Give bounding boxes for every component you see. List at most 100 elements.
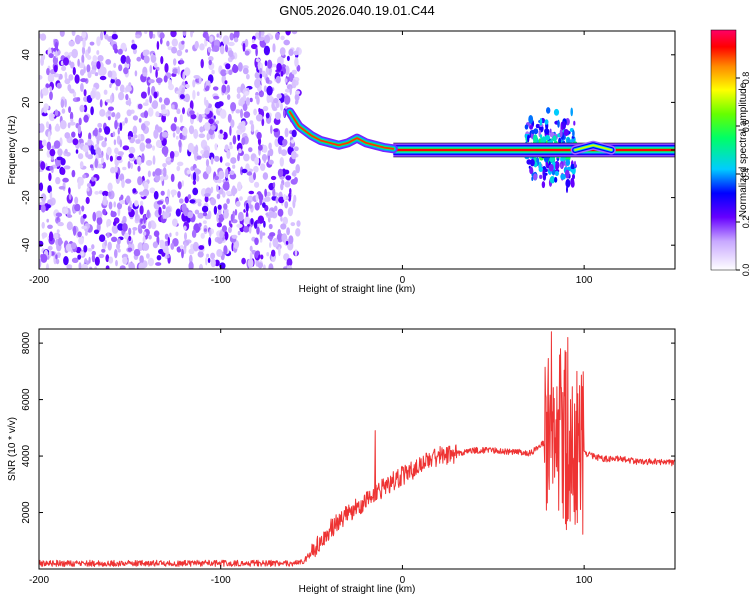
noise-cell [164,63,169,73]
noise-cell [128,235,132,242]
noise-cell [193,75,200,79]
noise-cell [92,211,97,222]
noise-cell [262,105,269,112]
noise-cell [91,60,98,68]
noise-cell [41,112,48,117]
noise-cell [99,99,103,108]
noise-cell [214,155,220,162]
disturbance-cell [539,134,543,139]
noise-cell [79,104,85,113]
noise-cell [201,205,209,213]
noise-cell [177,181,182,190]
noise-cell [270,125,273,134]
noise-cell [108,106,114,111]
noise-cell [111,112,116,118]
noise-cell [40,56,44,66]
noise-cell [97,55,104,62]
noise-cell [87,46,91,54]
noise-cell [216,222,222,228]
noise-cell [71,31,76,37]
noise-cell [147,170,151,178]
noise-cell [208,118,214,125]
noise-cell [167,236,170,246]
noise-cell [138,156,142,166]
noise-cell [222,225,227,233]
noise-cell [99,75,107,81]
noise-cell [177,66,180,75]
noise-cell [72,67,76,76]
noise-cell [199,43,205,51]
noise-cell [54,109,59,116]
noise-cell [241,168,248,174]
noise-cell [47,131,51,141]
noise-cell [219,230,224,239]
noise-cell [94,266,98,269]
noise-cell [251,43,258,50]
noise-cell [130,162,134,169]
noise-cell [232,164,236,169]
noise-cell [181,40,185,45]
noise-cell [87,154,94,160]
noise-cell [263,45,270,56]
noise-cell [239,196,243,201]
noise-cell [63,57,69,66]
noise-cell [159,240,166,250]
noise-cell [71,131,76,138]
noise-cell [263,264,266,269]
noise-cell [216,193,221,200]
noise-cell [287,207,293,217]
noise-cell [107,191,112,197]
noise-cell [242,103,248,112]
noise-cell [56,156,63,161]
noise-cell [155,139,162,148]
noise-cell [94,158,99,168]
noise-cell [225,168,229,179]
noise-cell [238,148,242,154]
noise-cell [256,96,260,105]
noise-cell [289,86,292,96]
noise-cell [116,202,123,210]
noise-cell [89,266,93,269]
noise-cell [296,220,301,227]
noise-cell [192,89,196,100]
noise-cell [102,190,109,197]
noise-cell [77,58,80,67]
disturbance-cell [544,119,549,125]
disturbance-cell [563,129,569,136]
noise-cell [141,123,146,131]
noise-cell [82,144,89,153]
noise-cell [191,229,197,238]
noise-cell [68,193,72,201]
noise-cell [204,146,208,151]
noise-cell [278,196,285,204]
noise-cell [232,64,239,74]
noise-cell [110,167,116,174]
noise-cell [106,146,112,156]
noise-cell [275,75,281,84]
noise-cell [219,109,227,119]
noise-cell [53,73,60,78]
noise-cell [160,37,163,45]
disturbance-cell [570,107,573,117]
x-tick-label: 100 [576,575,593,586]
noise-cell [193,128,199,139]
noise-cell [179,132,183,140]
noise-cell [287,265,293,269]
noise-cell [82,38,86,48]
noise-cell [289,188,292,195]
noise-cell [279,47,286,56]
noise-cell [211,69,215,75]
noise-cell [196,155,202,160]
noise-cell [114,249,118,259]
noise-cell [91,253,95,263]
noise-cell [280,70,284,77]
noise-cell [58,186,66,190]
noise-cell [256,131,262,140]
noise-cell [198,245,205,250]
noise-cell [66,264,73,269]
noise-cell [40,253,48,263]
noise-cell [105,59,112,65]
noise-cell [253,108,257,116]
noise-cell [61,65,67,72]
